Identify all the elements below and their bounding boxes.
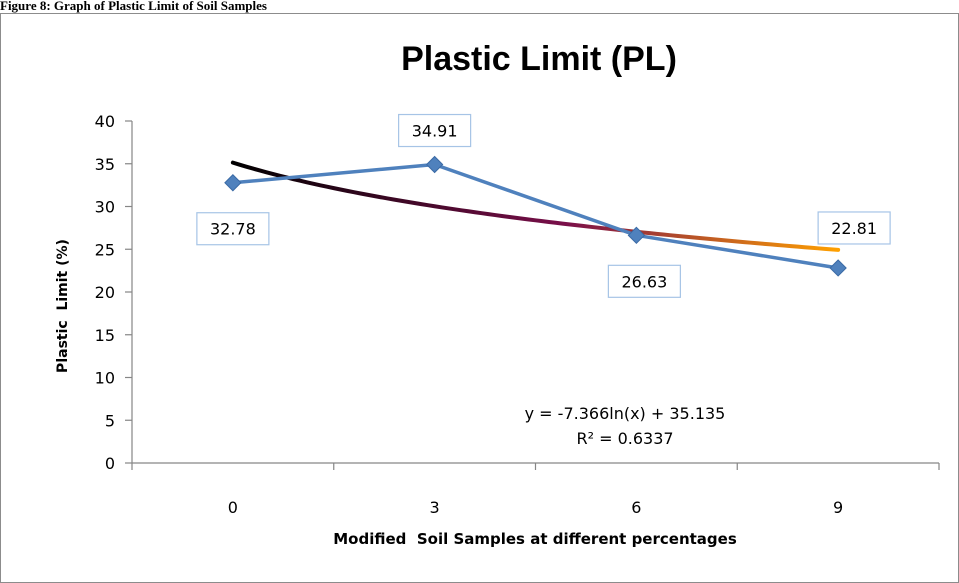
data-point (627, 226, 646, 245)
data-point (829, 259, 847, 277)
data-point (224, 174, 242, 192)
chart-area: Plastic Limit (PL) 0 5 10 15 20 25 30 35 40 0 3 6 9 … (0, 13, 959, 583)
trendline-equation: y = -7.366ln(x) + 35.135 (525, 404, 726, 423)
chart-title: Plastic Limit (PL) (401, 40, 677, 78)
data-label-box (196, 212, 270, 246)
y-tick-label: 25 (95, 240, 115, 259)
data-label: 26.63 (621, 272, 667, 291)
data-label-box (817, 211, 891, 245)
data-label: 32.78 (210, 220, 256, 239)
y-tick-label: 30 (95, 198, 115, 217)
y-tick-label: 10 (95, 369, 115, 388)
data-label-box (607, 264, 681, 298)
x-tick-label: 3 (430, 498, 440, 517)
x-tick-label: 9 (833, 498, 843, 517)
y-axis-title: Plastic Limit (%) (55, 239, 71, 373)
x-tick-label: 6 (631, 498, 641, 517)
y-tick-label: 35 (95, 155, 115, 174)
data-label: 22.81 (831, 219, 877, 238)
x-tick-label: 0 (228, 498, 238, 517)
y-tick-label: 20 (95, 283, 115, 302)
y-tick-label: 0 (105, 454, 115, 473)
data-label: 34.91 (412, 122, 458, 141)
trendline (230, 160, 841, 252)
series-line (232, 162, 839, 270)
figure-caption: Figure 8: Graph of Plastic Limit of Soil… (0, 0, 267, 13)
y-tick-label: 40 (95, 112, 115, 131)
data-point (425, 155, 444, 174)
data-label-box (398, 113, 472, 148)
y-tick-label: 15 (95, 326, 115, 345)
y-tick-label: 5 (105, 411, 115, 430)
trendline-r-squared: R² = 0.6337 (576, 429, 673, 448)
x-axis-title: Modified Soil Samples at different perce… (333, 530, 737, 548)
